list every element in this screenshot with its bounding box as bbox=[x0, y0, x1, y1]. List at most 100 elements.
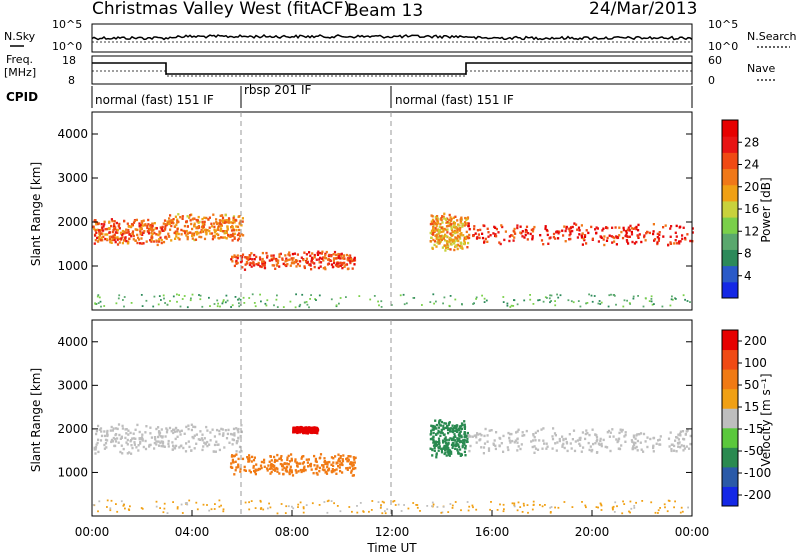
data-cell bbox=[481, 236, 485, 240]
data-cell bbox=[631, 447, 635, 450]
data-cell bbox=[514, 232, 517, 235]
data-cell bbox=[455, 430, 459, 433]
data-cell bbox=[123, 230, 126, 233]
data-cell bbox=[250, 500, 253, 502]
data-cell bbox=[278, 255, 281, 259]
data-cell bbox=[103, 305, 106, 307]
data-cell bbox=[399, 294, 402, 297]
data-cell bbox=[487, 447, 491, 450]
data-cell bbox=[600, 301, 603, 304]
data-cell bbox=[561, 444, 564, 447]
data-cell bbox=[669, 241, 672, 244]
data-cell bbox=[450, 227, 453, 230]
data-cell bbox=[452, 222, 455, 225]
data-cell bbox=[604, 445, 607, 449]
data-cell bbox=[261, 257, 264, 261]
data-cell bbox=[435, 423, 438, 427]
data-cell bbox=[430, 214, 433, 217]
data-cell bbox=[574, 440, 577, 443]
data-cell bbox=[578, 233, 581, 236]
data-cell bbox=[441, 221, 444, 224]
data-cell bbox=[288, 251, 291, 254]
data-cell bbox=[545, 442, 548, 445]
data-cell bbox=[315, 471, 318, 475]
colorbar-tick-label: -100 bbox=[744, 466, 771, 480]
data-cell bbox=[321, 468, 324, 471]
data-cell bbox=[464, 433, 467, 436]
data-cell bbox=[226, 299, 229, 302]
data-cell bbox=[219, 220, 222, 223]
data-cell bbox=[130, 223, 134, 226]
data-cell bbox=[595, 436, 599, 439]
data-cell bbox=[554, 237, 557, 240]
data-cell bbox=[431, 448, 434, 451]
data-cell bbox=[171, 221, 174, 224]
data-cell bbox=[176, 218, 179, 221]
data-cell bbox=[94, 239, 97, 242]
data-cell bbox=[446, 231, 449, 234]
data-cell bbox=[431, 222, 434, 225]
data-cell bbox=[435, 245, 438, 248]
data-cell bbox=[502, 301, 505, 303]
data-cell bbox=[172, 431, 175, 435]
data-cell bbox=[449, 503, 452, 505]
data-cell bbox=[306, 303, 309, 306]
data-cell bbox=[615, 438, 618, 441]
data-cell bbox=[438, 225, 441, 229]
data-cell bbox=[324, 254, 327, 257]
data-cell bbox=[474, 434, 478, 437]
data-cell bbox=[115, 427, 118, 430]
data-cell bbox=[241, 457, 245, 461]
data-cell bbox=[356, 505, 358, 507]
data-cell bbox=[131, 232, 134, 236]
data-cell bbox=[137, 238, 141, 241]
data-cell bbox=[444, 249, 447, 252]
data-cell bbox=[432, 232, 435, 235]
nave-tick-top: 60 bbox=[708, 54, 722, 67]
data-cell bbox=[302, 430, 305, 434]
data-cell bbox=[189, 299, 192, 302]
data-cell bbox=[456, 424, 459, 427]
data-cell bbox=[626, 228, 629, 231]
data-cell bbox=[97, 450, 100, 454]
data-cell bbox=[622, 228, 625, 232]
freq-unit: [MHz] bbox=[4, 66, 36, 79]
data-cell bbox=[333, 502, 335, 505]
data-cell bbox=[255, 463, 258, 466]
data-cell bbox=[577, 300, 580, 302]
data-cell bbox=[236, 256, 239, 260]
data-cell bbox=[436, 441, 440, 444]
data-cell bbox=[526, 232, 530, 235]
data-cell bbox=[348, 254, 351, 258]
data-cell bbox=[189, 231, 192, 234]
data-cell bbox=[265, 467, 269, 470]
data-cell bbox=[645, 297, 647, 300]
data-cell bbox=[669, 227, 672, 230]
data-cell bbox=[100, 430, 103, 433]
data-cell bbox=[607, 429, 611, 433]
data-cell bbox=[506, 304, 509, 307]
data-cell bbox=[181, 512, 184, 514]
cpid-segment-3: normal (fast) 151 IF bbox=[395, 93, 514, 107]
data-cell bbox=[130, 444, 133, 447]
data-cell bbox=[571, 438, 574, 441]
data-cell bbox=[309, 263, 312, 266]
data-cell bbox=[216, 228, 219, 231]
data-cell bbox=[516, 441, 519, 444]
data-cell bbox=[684, 432, 687, 436]
data-cell bbox=[445, 240, 448, 243]
data-cell bbox=[236, 254, 239, 257]
data-cell bbox=[667, 499, 670, 502]
data-cell bbox=[435, 456, 438, 459]
data-cell bbox=[247, 256, 250, 259]
data-cell bbox=[338, 463, 341, 466]
data-cell bbox=[203, 437, 206, 440]
data-cell bbox=[212, 213, 215, 216]
data-cell bbox=[531, 508, 534, 511]
data-cell bbox=[92, 504, 95, 506]
data-cell bbox=[295, 471, 298, 474]
data-cell bbox=[192, 436, 195, 440]
data-cell bbox=[318, 251, 321, 255]
data-cell bbox=[235, 450, 238, 453]
data-cell bbox=[116, 228, 119, 232]
